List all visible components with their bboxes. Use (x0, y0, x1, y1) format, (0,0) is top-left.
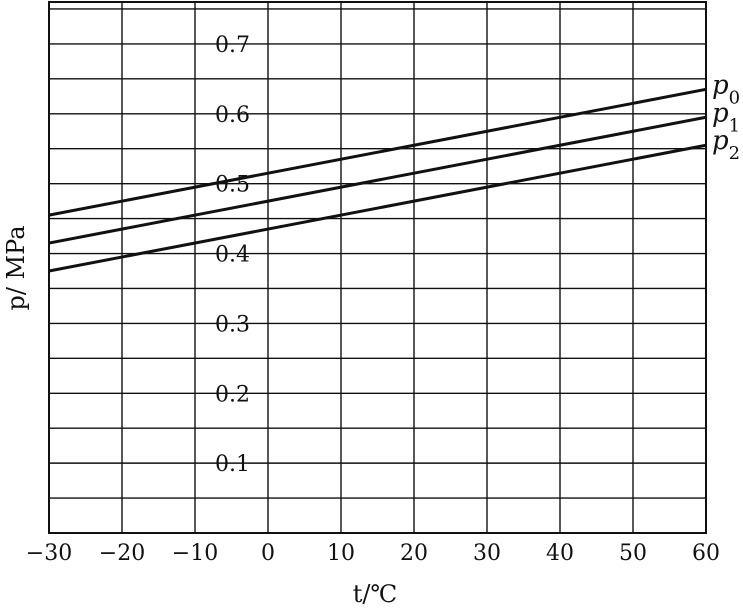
x-tick-label: −30 (26, 541, 72, 566)
y-axis-title: p/ MPa (2, 225, 30, 310)
x-tick-label: −10 (172, 541, 218, 566)
plot-frame (48, 1, 707, 534)
series-label-p1: p1 (712, 98, 740, 136)
y-tick-label: 0.5 (215, 173, 250, 198)
series-line-p2 (48, 143, 707, 273)
x-tick-label: 60 (692, 541, 720, 566)
series-line-p1 (48, 115, 707, 245)
y-tick-label: 0.2 (215, 382, 250, 407)
x-axis-ticks: −30 −20 −10 0 10 20 30 40 50 60 (26, 541, 720, 566)
x-tick-label: 40 (546, 541, 574, 566)
y-axis-ticks: 0.1 0.2 0.3 0.4 0.5 0.6 0.7 (215, 33, 250, 477)
x-tick-label: −20 (99, 541, 145, 566)
x-tick-label: 50 (619, 541, 647, 566)
x-tick-label: 10 (327, 541, 355, 566)
series-label-p2: p2 (712, 126, 740, 164)
y-tick-label: 0.6 (215, 103, 250, 128)
x-tick-label: 30 (473, 541, 501, 566)
y-tick-label: 0.3 (215, 312, 250, 337)
series-lines (48, 87, 707, 273)
x-tick-label: 20 (400, 541, 428, 566)
grid (48, 2, 707, 533)
x-tick-label: 0 (261, 541, 275, 566)
plot-border (48, 1, 707, 534)
y-tick-label: 0.1 (215, 452, 250, 477)
series-label-p0: p0 (712, 70, 740, 108)
x-axis-title: t/℃ (353, 580, 398, 608)
y-tick-label: 0.4 (215, 243, 250, 268)
y-tick-label: 0.7 (215, 33, 250, 58)
series-line-p0 (48, 87, 707, 217)
